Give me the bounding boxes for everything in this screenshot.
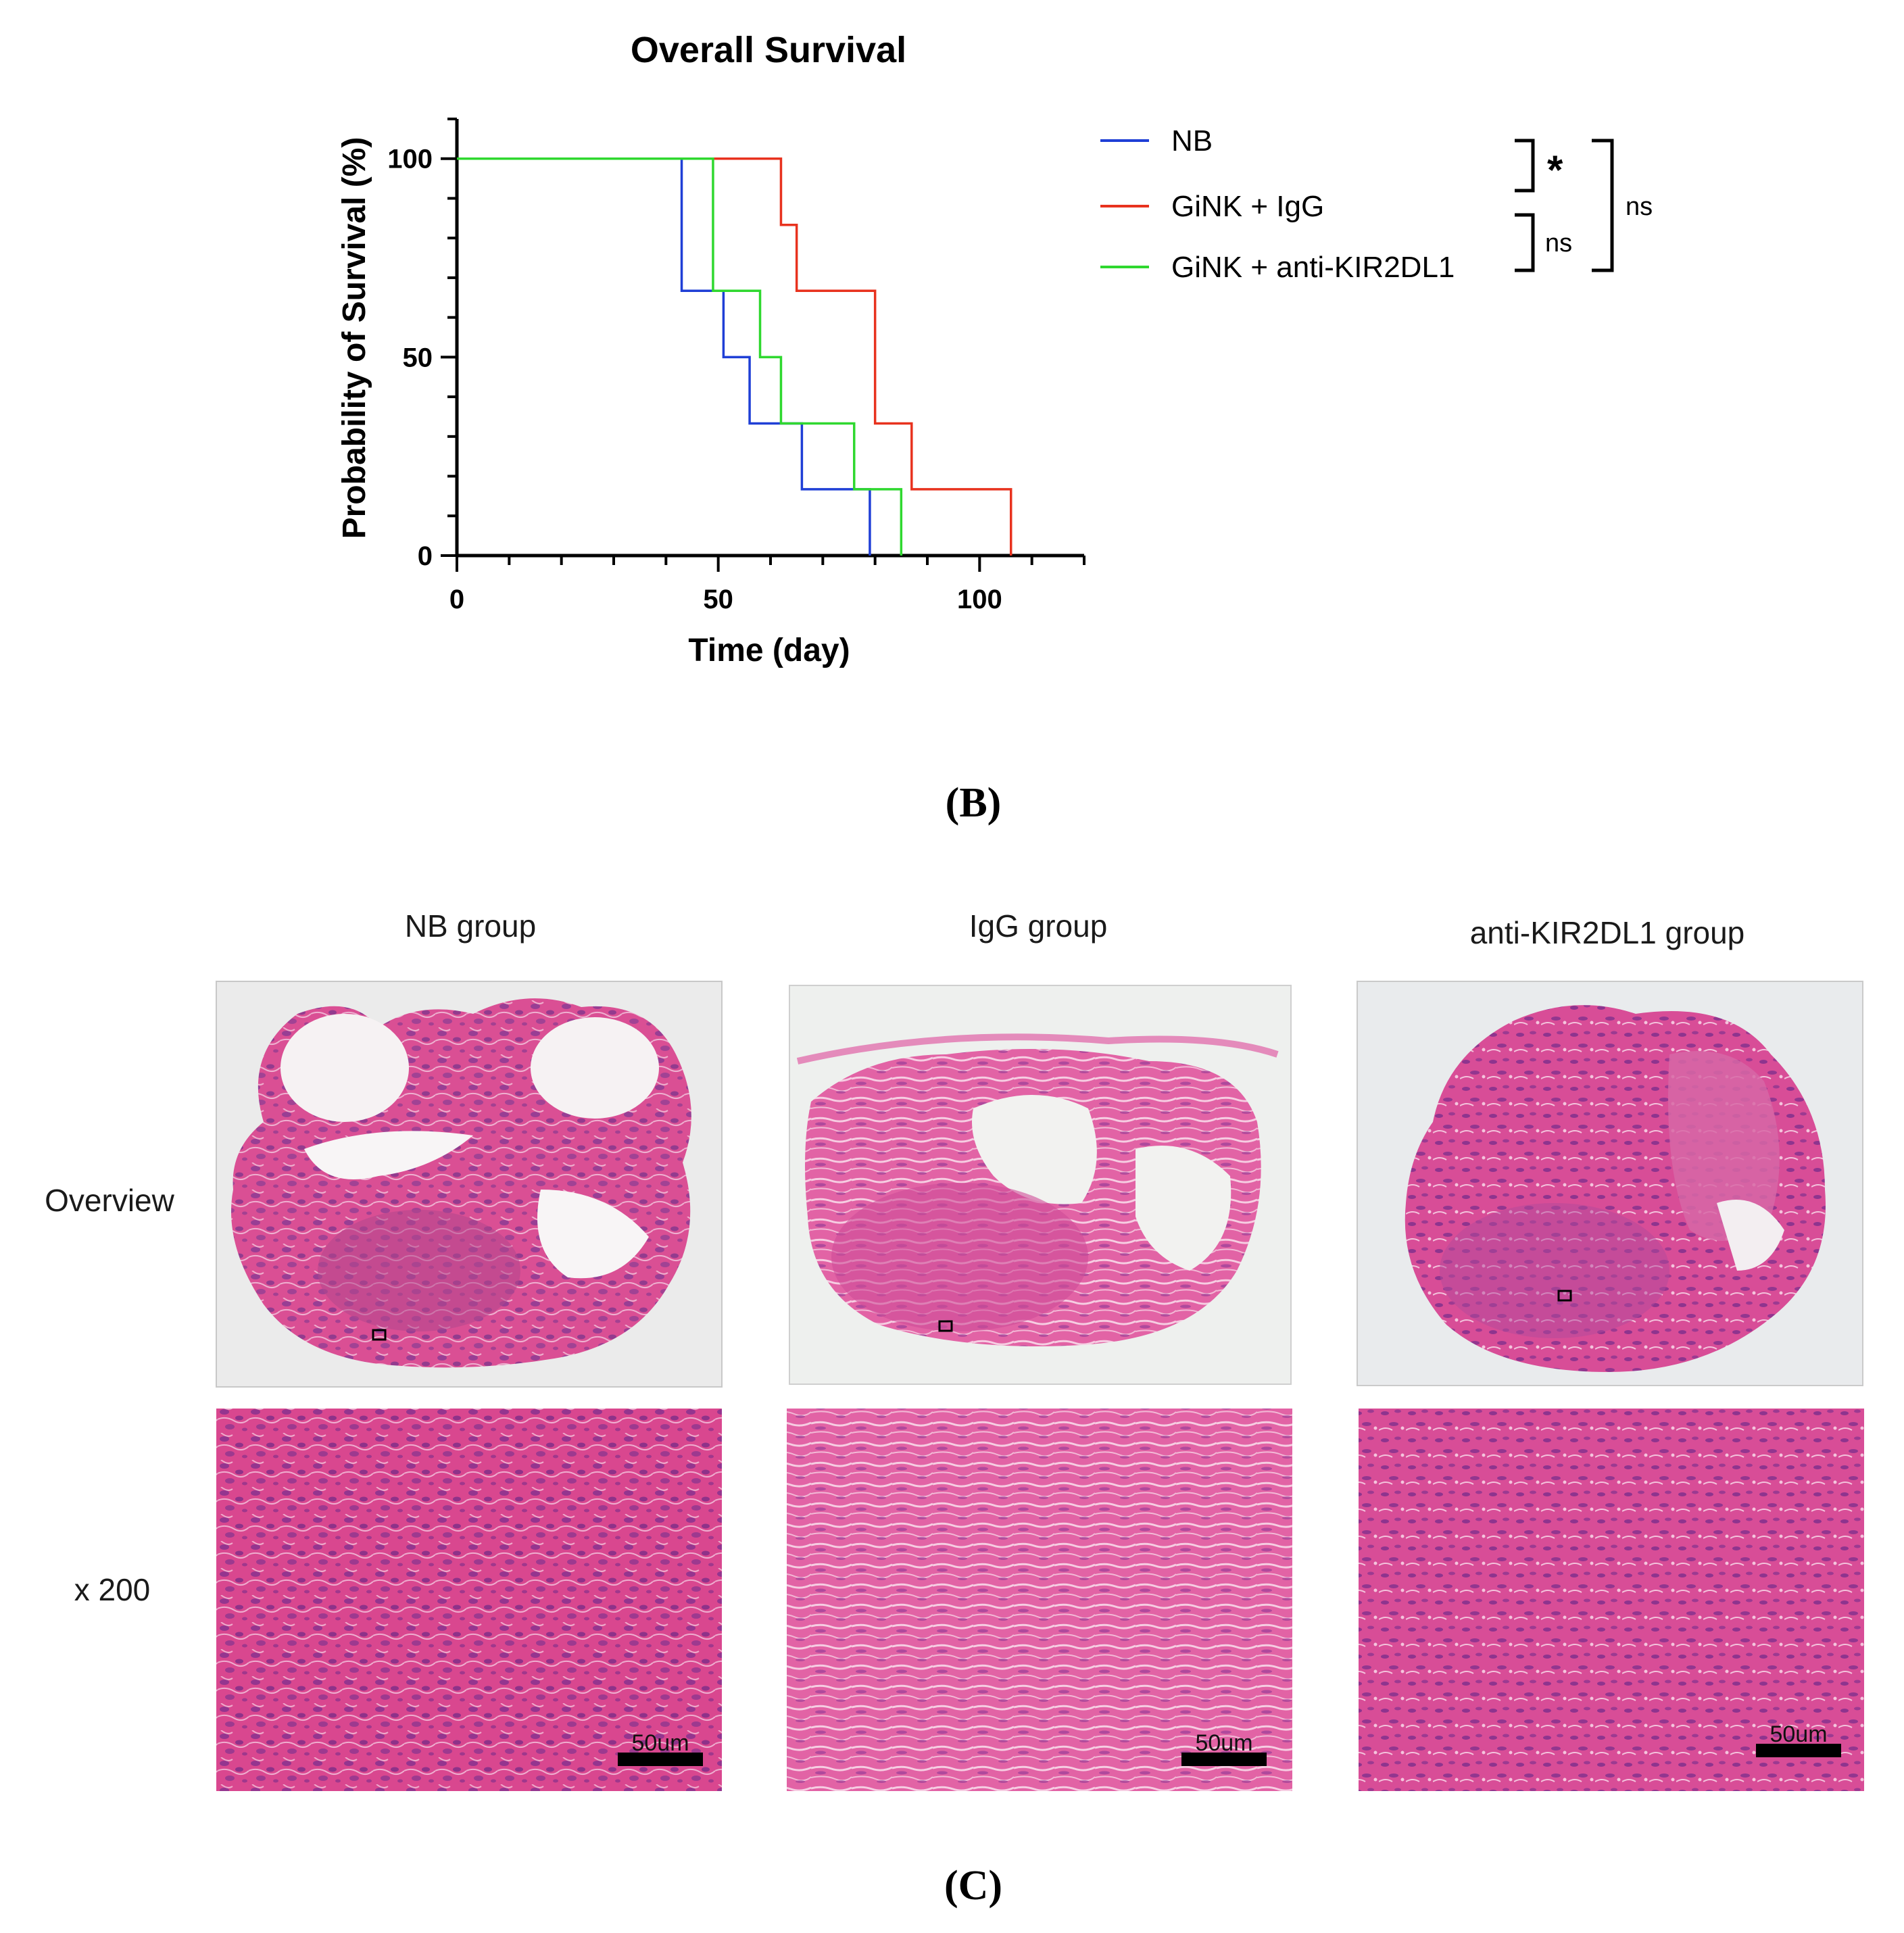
overview-image-nb: [216, 981, 723, 1388]
legend-label-nb: NB: [1171, 124, 1213, 157]
row-label-overview: Overview: [45, 1183, 174, 1218]
bracket-nb-vs-anti: [1592, 139, 1614, 272]
chart-title: Overall Survival: [631, 30, 906, 70]
survival-curves: [457, 157, 1012, 556]
bracket-nb-vs-igg: [1515, 139, 1535, 193]
survival-curve-gink-igg: [457, 157, 1012, 556]
legend: NB GiNK + IgG GiNK + anti-KIR2DL1: [1100, 124, 1455, 284]
kaplan-meier-chart: Overall Survival 0 50 100 0 50 100 Time (day)…: [337, 30, 1653, 668]
sig-label-nb-vs-anti: ns: [1626, 193, 1653, 221]
survival-curve-gink-anti-kir2dl1: [457, 157, 903, 556]
histology-panel: NB group IgG group anti-KIR2DL1 group Ov…: [45, 908, 1864, 1791]
x-tick-label: 50: [703, 585, 733, 614]
legend-label-gink-anti-kir2dl1: GiNK + anti-KIR2DL1: [1171, 251, 1455, 284]
sig-label-nb-vs-igg: *: [1547, 147, 1563, 193]
survival-curve-nb: [457, 157, 871, 556]
group-label-igg: IgG group: [969, 908, 1108, 944]
x-tick-label: 100: [957, 585, 1002, 614]
panel-label-b: (B): [946, 780, 1002, 826]
magnified-image-nb: 50um: [216, 1409, 722, 1791]
sig-label-igg-vs-anti: ns: [1545, 229, 1572, 258]
y-tick-label: 100: [387, 145, 433, 174]
overview-image-anti-kir2dl1: [1357, 981, 1863, 1386]
significance-brackets: * ns ns: [1515, 139, 1653, 272]
group-label-nb: NB group: [405, 908, 536, 944]
y-tick-label: 0: [418, 541, 433, 571]
group-label-anti-kir2dl1: anti-KIR2DL1 group: [1470, 915, 1745, 950]
row-label-magnification: x 200: [74, 1572, 151, 1607]
scale-bar-label-igg: 50um: [1195, 1730, 1252, 1756]
panel-label-c: (C): [944, 1863, 1002, 1909]
bracket-igg-vs-anti: [1515, 213, 1535, 272]
overview-image-igg: [789, 985, 1292, 1385]
magnified-image-anti-kir2dl1: 50um: [1359, 1409, 1864, 1791]
legend-label-gink-igg: GiNK + IgG: [1171, 190, 1324, 223]
x-axis-label: Time (day): [688, 633, 850, 668]
magnified-image-igg: 50um: [787, 1409, 1292, 1791]
x-tick-label: 0: [449, 585, 464, 614]
y-tick-label: 50: [403, 343, 433, 372]
scale-bar-label-anti-kir2dl1: 50um: [1769, 1721, 1827, 1747]
scale-bar-label-nb: 50um: [631, 1730, 689, 1756]
axis-ticks: 0 50 100 0 50 100: [387, 118, 1085, 614]
y-axis-label: Probability of Survival (%): [337, 137, 372, 539]
